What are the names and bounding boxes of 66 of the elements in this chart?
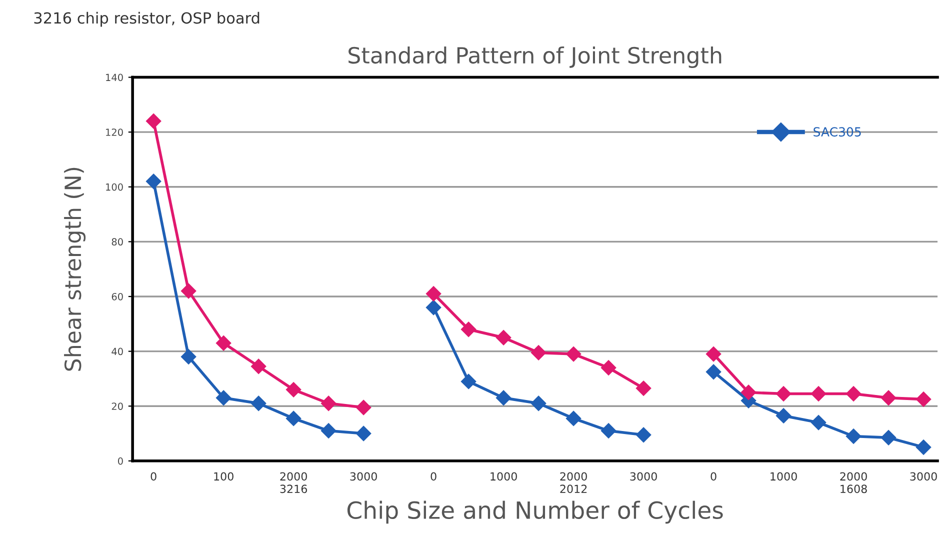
point [636, 427, 652, 442]
x-axis-title: Chip Size and Number of Cycles [347, 500, 723, 524]
point [216, 336, 232, 351]
y-tick-label: 140 [106, 74, 123, 82]
point [880, 390, 896, 406]
x-tick-label: 0 [430, 472, 436, 481]
point [321, 423, 336, 438]
chart-subtitle: 3216 chip resistor, OSP board [34, 12, 260, 27]
x-tick-label: 0 [150, 472, 156, 481]
point [636, 380, 652, 396]
point [600, 423, 616, 438]
point [496, 390, 512, 406]
point [566, 410, 582, 426]
point [426, 286, 442, 302]
point [356, 426, 372, 442]
y-tick-label: 40 [112, 348, 123, 356]
chart-title: Standard Pattern of Joint Strength [348, 46, 722, 68]
y-tick-label: 100 [106, 183, 123, 191]
point [846, 428, 862, 444]
point [251, 396, 266, 411]
point [530, 396, 546, 411]
x-tick-label: 100 [214, 472, 234, 481]
point [181, 349, 196, 364]
point [846, 386, 862, 402]
point [916, 440, 932, 455]
x-tick-label: 0 [710, 472, 716, 481]
x-tick-label: 3000 [910, 472, 937, 481]
x-tick-label: 2000 2012 [560, 472, 587, 494]
point [810, 414, 826, 430]
point [916, 392, 932, 407]
point [321, 396, 336, 411]
point [286, 410, 302, 426]
point [776, 386, 792, 402]
point [251, 358, 266, 374]
point [426, 300, 442, 316]
point [496, 330, 512, 346]
point [776, 408, 792, 424]
point [216, 390, 232, 406]
point [460, 374, 476, 390]
point [600, 360, 616, 376]
x-tick-label: 3000 [350, 472, 377, 481]
legend-label: SAC305 [814, 127, 861, 137]
y-tick-label: 20 [112, 402, 123, 410]
point [146, 114, 162, 129]
y-tick-label: 0 [118, 457, 123, 465]
x-tick-label: 2000 1608 [840, 472, 867, 494]
y-axis-title: Shear strength (N) [64, 168, 86, 371]
point [460, 322, 476, 337]
x-tick-label: 2000 3216 [280, 472, 308, 494]
point [146, 174, 162, 189]
y-tick-label: 60 [112, 292, 123, 300]
point [810, 386, 826, 402]
point [566, 346, 582, 362]
y-tick-label: 120 [106, 128, 123, 136]
point [740, 384, 756, 400]
point [356, 400, 372, 416]
point [181, 283, 196, 299]
point [706, 364, 722, 380]
point [286, 382, 302, 398]
x-tick-label: 1000 [490, 472, 517, 481]
y-tick-label: 80 [112, 238, 123, 246]
point [530, 345, 546, 360]
x-tick-label: 1000 [770, 472, 797, 481]
point [880, 430, 896, 446]
point [706, 346, 722, 362]
x-tick-label: 3000 [630, 472, 657, 481]
